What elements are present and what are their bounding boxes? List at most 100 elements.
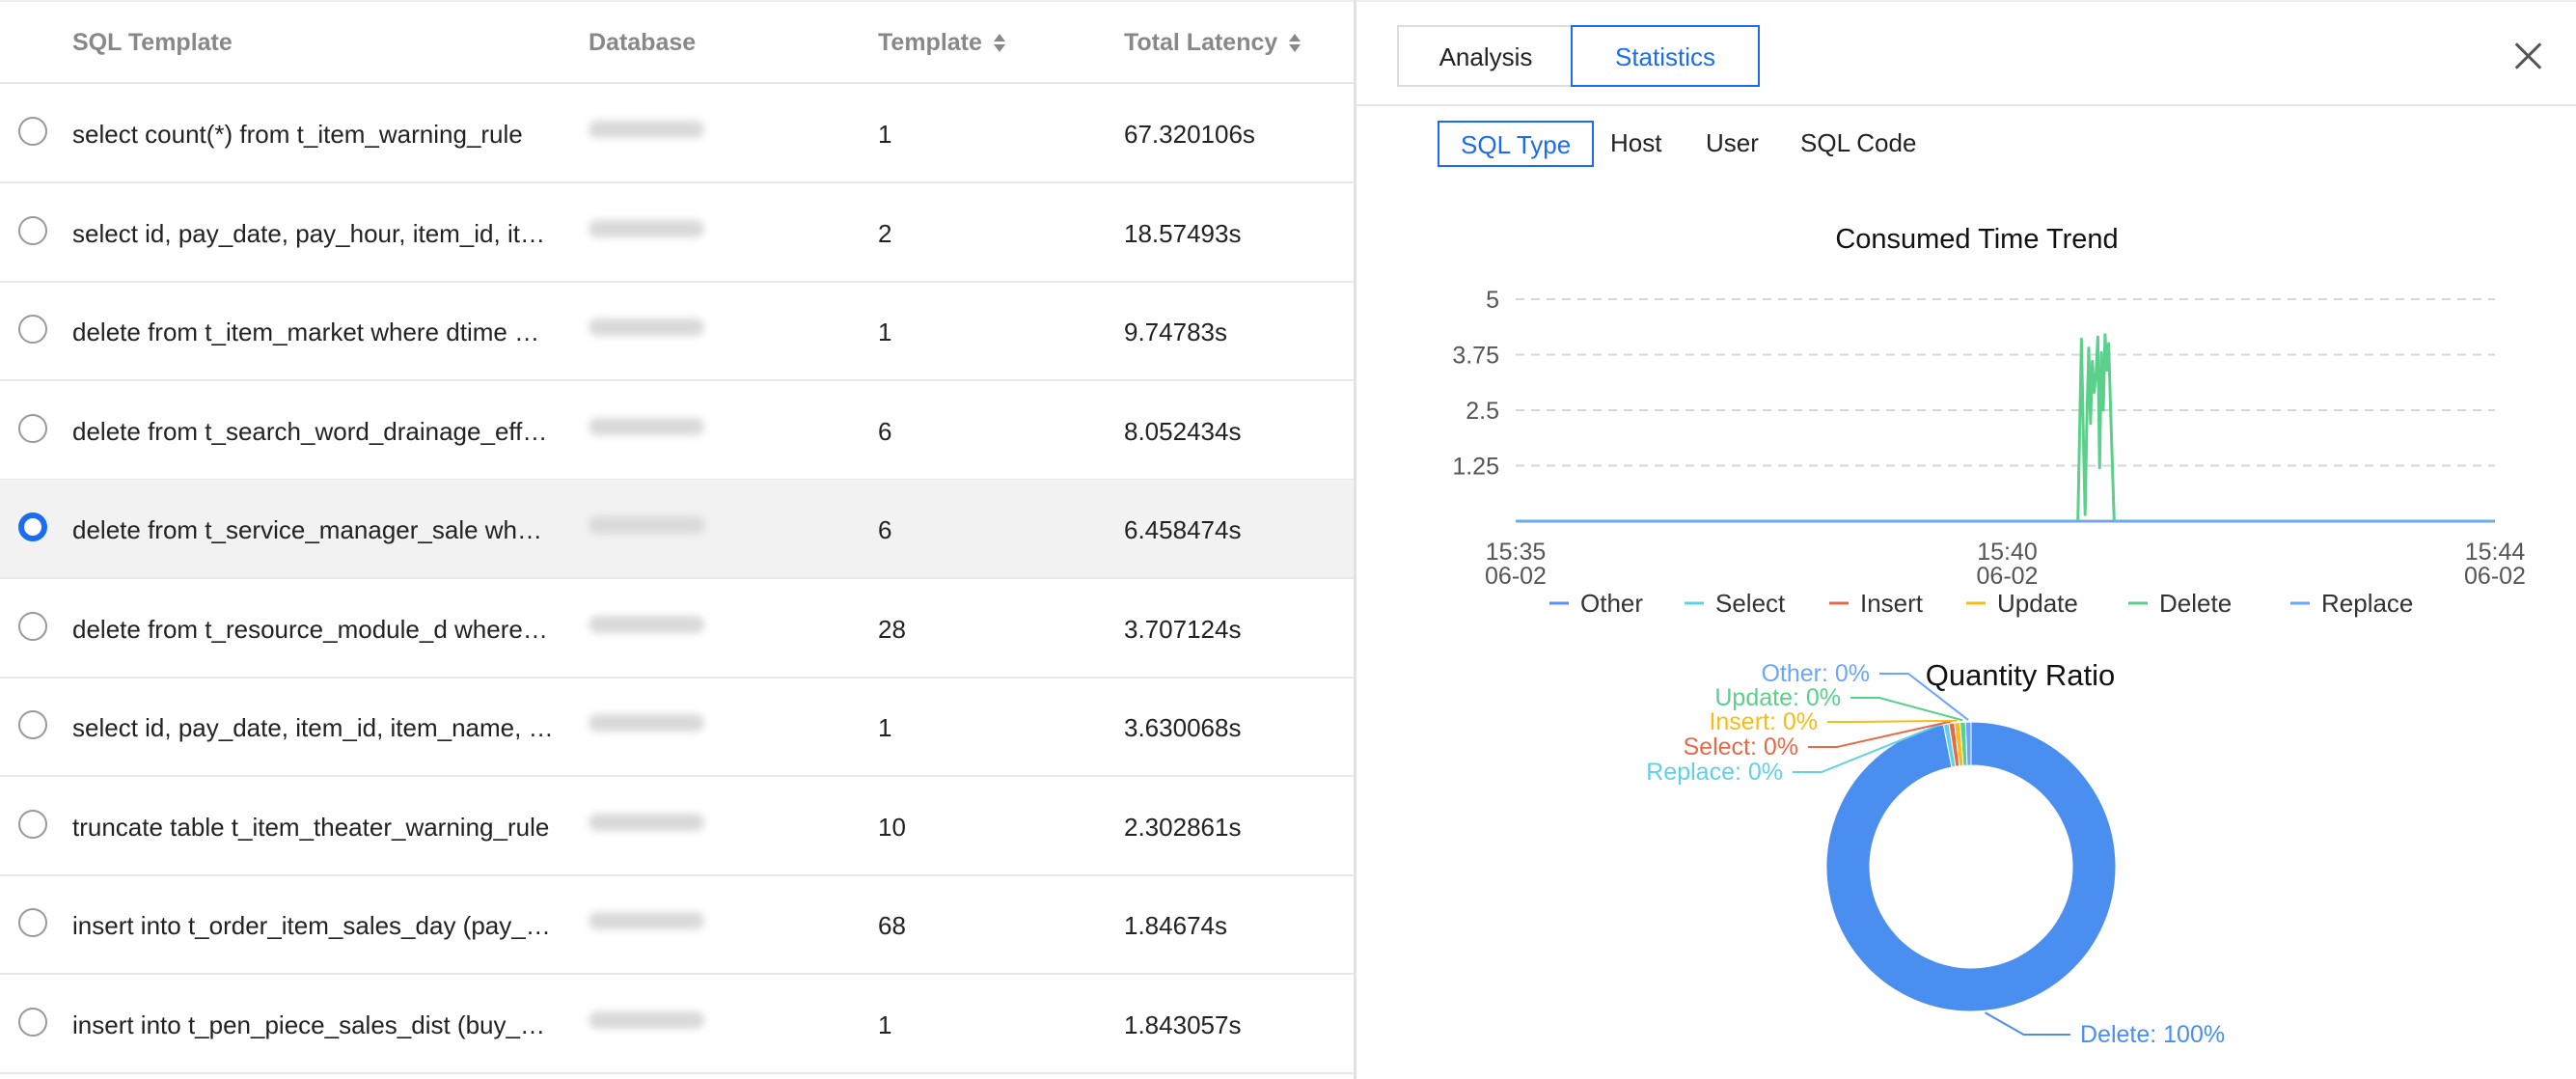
pie-label-line (1879, 673, 1969, 721)
total-latency-cell: 18.57493s (1124, 219, 1242, 248)
x-tick-date: 06-02 (1977, 563, 2039, 590)
total-latency-cell: 6.458474s (1124, 515, 1242, 544)
template-count-cell: 68 (878, 911, 906, 940)
sql-template-cell: delete from t_item_market where dtime … (72, 318, 540, 346)
pie-label-delete: Delete: 100% (2080, 1021, 2225, 1048)
table-row[interactable]: insert into t_order_item_sales_day (pay_… (0, 875, 1354, 975)
legend-item-insert[interactable]: Insert (1860, 589, 1924, 618)
sql-template-cell: delete from t_search_word_drainage_eff… (72, 417, 548, 446)
total-latency-cell: 67.320106s (1124, 120, 1255, 149)
legend-item-delete[interactable]: Delete (2159, 589, 2232, 618)
table-row[interactable]: delete from t_item_market where dtime … 1… (0, 282, 1354, 381)
x-tick-date: 06-02 (1485, 563, 1547, 590)
table-row[interactable]: insert into t_pen_piece_sales_dist (buy_… (0, 975, 1354, 1074)
row-radio[interactable] (18, 810, 47, 839)
table-row[interactable]: delete from t_service_manager_sale whe… 6… (0, 480, 1354, 579)
y-tick-label: 1.25 (1452, 454, 1499, 481)
template-count-cell: 28 (878, 615, 906, 644)
template-count-cell: 6 (878, 515, 892, 544)
total-latency-cell: 3.630068s (1124, 713, 1242, 742)
tab-statistics[interactable]: Statistics (1571, 25, 1760, 87)
legend-item-other[interactable]: Other (1580, 589, 1643, 618)
pie-slice-other[interactable] (1964, 721, 1972, 766)
statistics-panel: Analysis Statistics SQL Type Host User S… (1357, 0, 2576, 1079)
template-count-cell: 10 (878, 813, 906, 842)
pie-label-select: Select: 0% (1683, 733, 1798, 761)
header-database: Database (589, 29, 697, 56)
pie-label-line (1827, 719, 1958, 723)
subtab-host[interactable]: Host (1610, 128, 1662, 157)
x-tick-time: 15:40 (1977, 539, 2038, 566)
subtab-sql-type[interactable]: SQL Type (1438, 121, 1595, 167)
pie-label-replace: Replace: 0% (1646, 759, 1783, 786)
pie-title: Quantity Ratio (1926, 658, 2115, 692)
table-row[interactable]: select id, pay_date, pay_hour, item_id, … (0, 183, 1354, 283)
sql-template-cell: select count(*) from t_item_warning_rule (72, 120, 523, 149)
pie-label-line (1793, 721, 1947, 773)
tab-analysis[interactable]: Analysis (1397, 25, 1575, 87)
close-icon[interactable] (2508, 37, 2547, 75)
database-cell-blurred (569, 99, 753, 167)
total-latency-cell: 9.74783s (1124, 318, 1227, 346)
row-radio[interactable] (18, 612, 47, 641)
sql-template-cell: insert into t_pen_piece_sales_dist (buy_… (72, 1010, 545, 1039)
database-cell-blurred (569, 199, 753, 266)
quantity-ratio-chart: Quantity Ratio Delete: 100% Replace: 0%Sel… (1646, 658, 2225, 1048)
row-radio[interactable] (18, 216, 47, 245)
panel-divider (1354, 0, 1357, 1079)
series-line-delete (1516, 333, 2495, 523)
template-count-cell: 1 (878, 318, 892, 346)
pie-label-insert: Insert: 0% (1709, 708, 1818, 735)
pie-slice-delete[interactable] (1825, 721, 2117, 1012)
table-row[interactable]: delete from t_search_word_drainage_eff… 6… (0, 381, 1354, 481)
pie-label-update: Update: 0% (1714, 684, 1841, 711)
consumed-time-trend-chart: Consumed Time Trend53.752.51.2515:3506-0… (1452, 224, 2526, 618)
database-cell-blurred (569, 595, 753, 662)
database-cell-blurred (569, 792, 753, 860)
header-template-label: Template (878, 29, 982, 56)
sql-template-cell: select id, pay_date, item_id, item_name,… (72, 713, 554, 742)
total-latency-cell: 3.707124s (1124, 615, 1242, 644)
row-radio[interactable] (18, 908, 47, 937)
total-latency-cell: 1.84674s (1124, 911, 1227, 940)
header-total-latency[interactable]: Total Latency (1124, 29, 1302, 57)
tab-bar: Analysis Statistics (1357, 0, 2576, 106)
subtab-user[interactable]: User (1706, 128, 1759, 157)
table-row[interactable]: delete from t_resource_module_d where … 2… (0, 579, 1354, 678)
sql-template-cell: delete from t_service_manager_sale whe… (72, 515, 555, 544)
sql-template-cell: insert into t_order_item_sales_day (pay_… (72, 911, 551, 940)
legend-item-select[interactable]: Select (1715, 589, 1786, 618)
header-template[interactable]: Template (878, 29, 1005, 57)
database-cell-blurred (569, 297, 753, 365)
sort-icon[interactable] (1289, 33, 1302, 54)
sql-template-cell: delete from t_resource_module_d where … (72, 615, 555, 644)
total-latency-cell: 2.302861s (1124, 813, 1242, 842)
row-radio[interactable] (18, 710, 47, 739)
row-radio[interactable] (18, 315, 47, 344)
sort-icon[interactable] (993, 33, 1005, 54)
row-radio[interactable] (18, 414, 47, 443)
y-tick-label: 3.75 (1452, 343, 1499, 370)
database-cell-blurred (569, 891, 753, 958)
row-radio[interactable] (18, 117, 47, 146)
x-tick-time: 15:35 (1486, 539, 1547, 566)
table-row[interactable]: truncate table t_item_theater_warning_ru… (0, 777, 1354, 876)
x-tick-time: 15:44 (2465, 539, 2526, 566)
header-sql-template: SQL Template (72, 29, 233, 56)
pie-label-line (1850, 697, 1963, 722)
legend-item-update[interactable]: Update (1997, 589, 2078, 618)
subtab-sql-code[interactable]: SQL Code (1800, 128, 1917, 157)
sql-template-cell: select id, pay_date, pay_hour, item_id, … (72, 219, 545, 248)
y-tick-label: 5 (1486, 287, 1499, 314)
row-radio[interactable] (18, 512, 47, 541)
pie-label-line (1808, 720, 1952, 748)
table-row[interactable]: select count(*) from t_item_warning_rule… (0, 84, 1354, 183)
total-latency-cell: 8.052434s (1124, 417, 1242, 446)
template-count-cell: 1 (878, 1010, 892, 1039)
total-latency-cell: 1.843057s (1124, 1010, 1242, 1039)
database-cell-blurred (569, 990, 753, 1058)
table-row[interactable]: select id, pay_date, item_id, item_name,… (0, 678, 1354, 777)
row-radio[interactable] (18, 1008, 47, 1037)
sql-template-table: SQL Template Database Template Total Lat… (0, 0, 1354, 1074)
legend-item-replace[interactable]: Replace (2321, 589, 2413, 618)
